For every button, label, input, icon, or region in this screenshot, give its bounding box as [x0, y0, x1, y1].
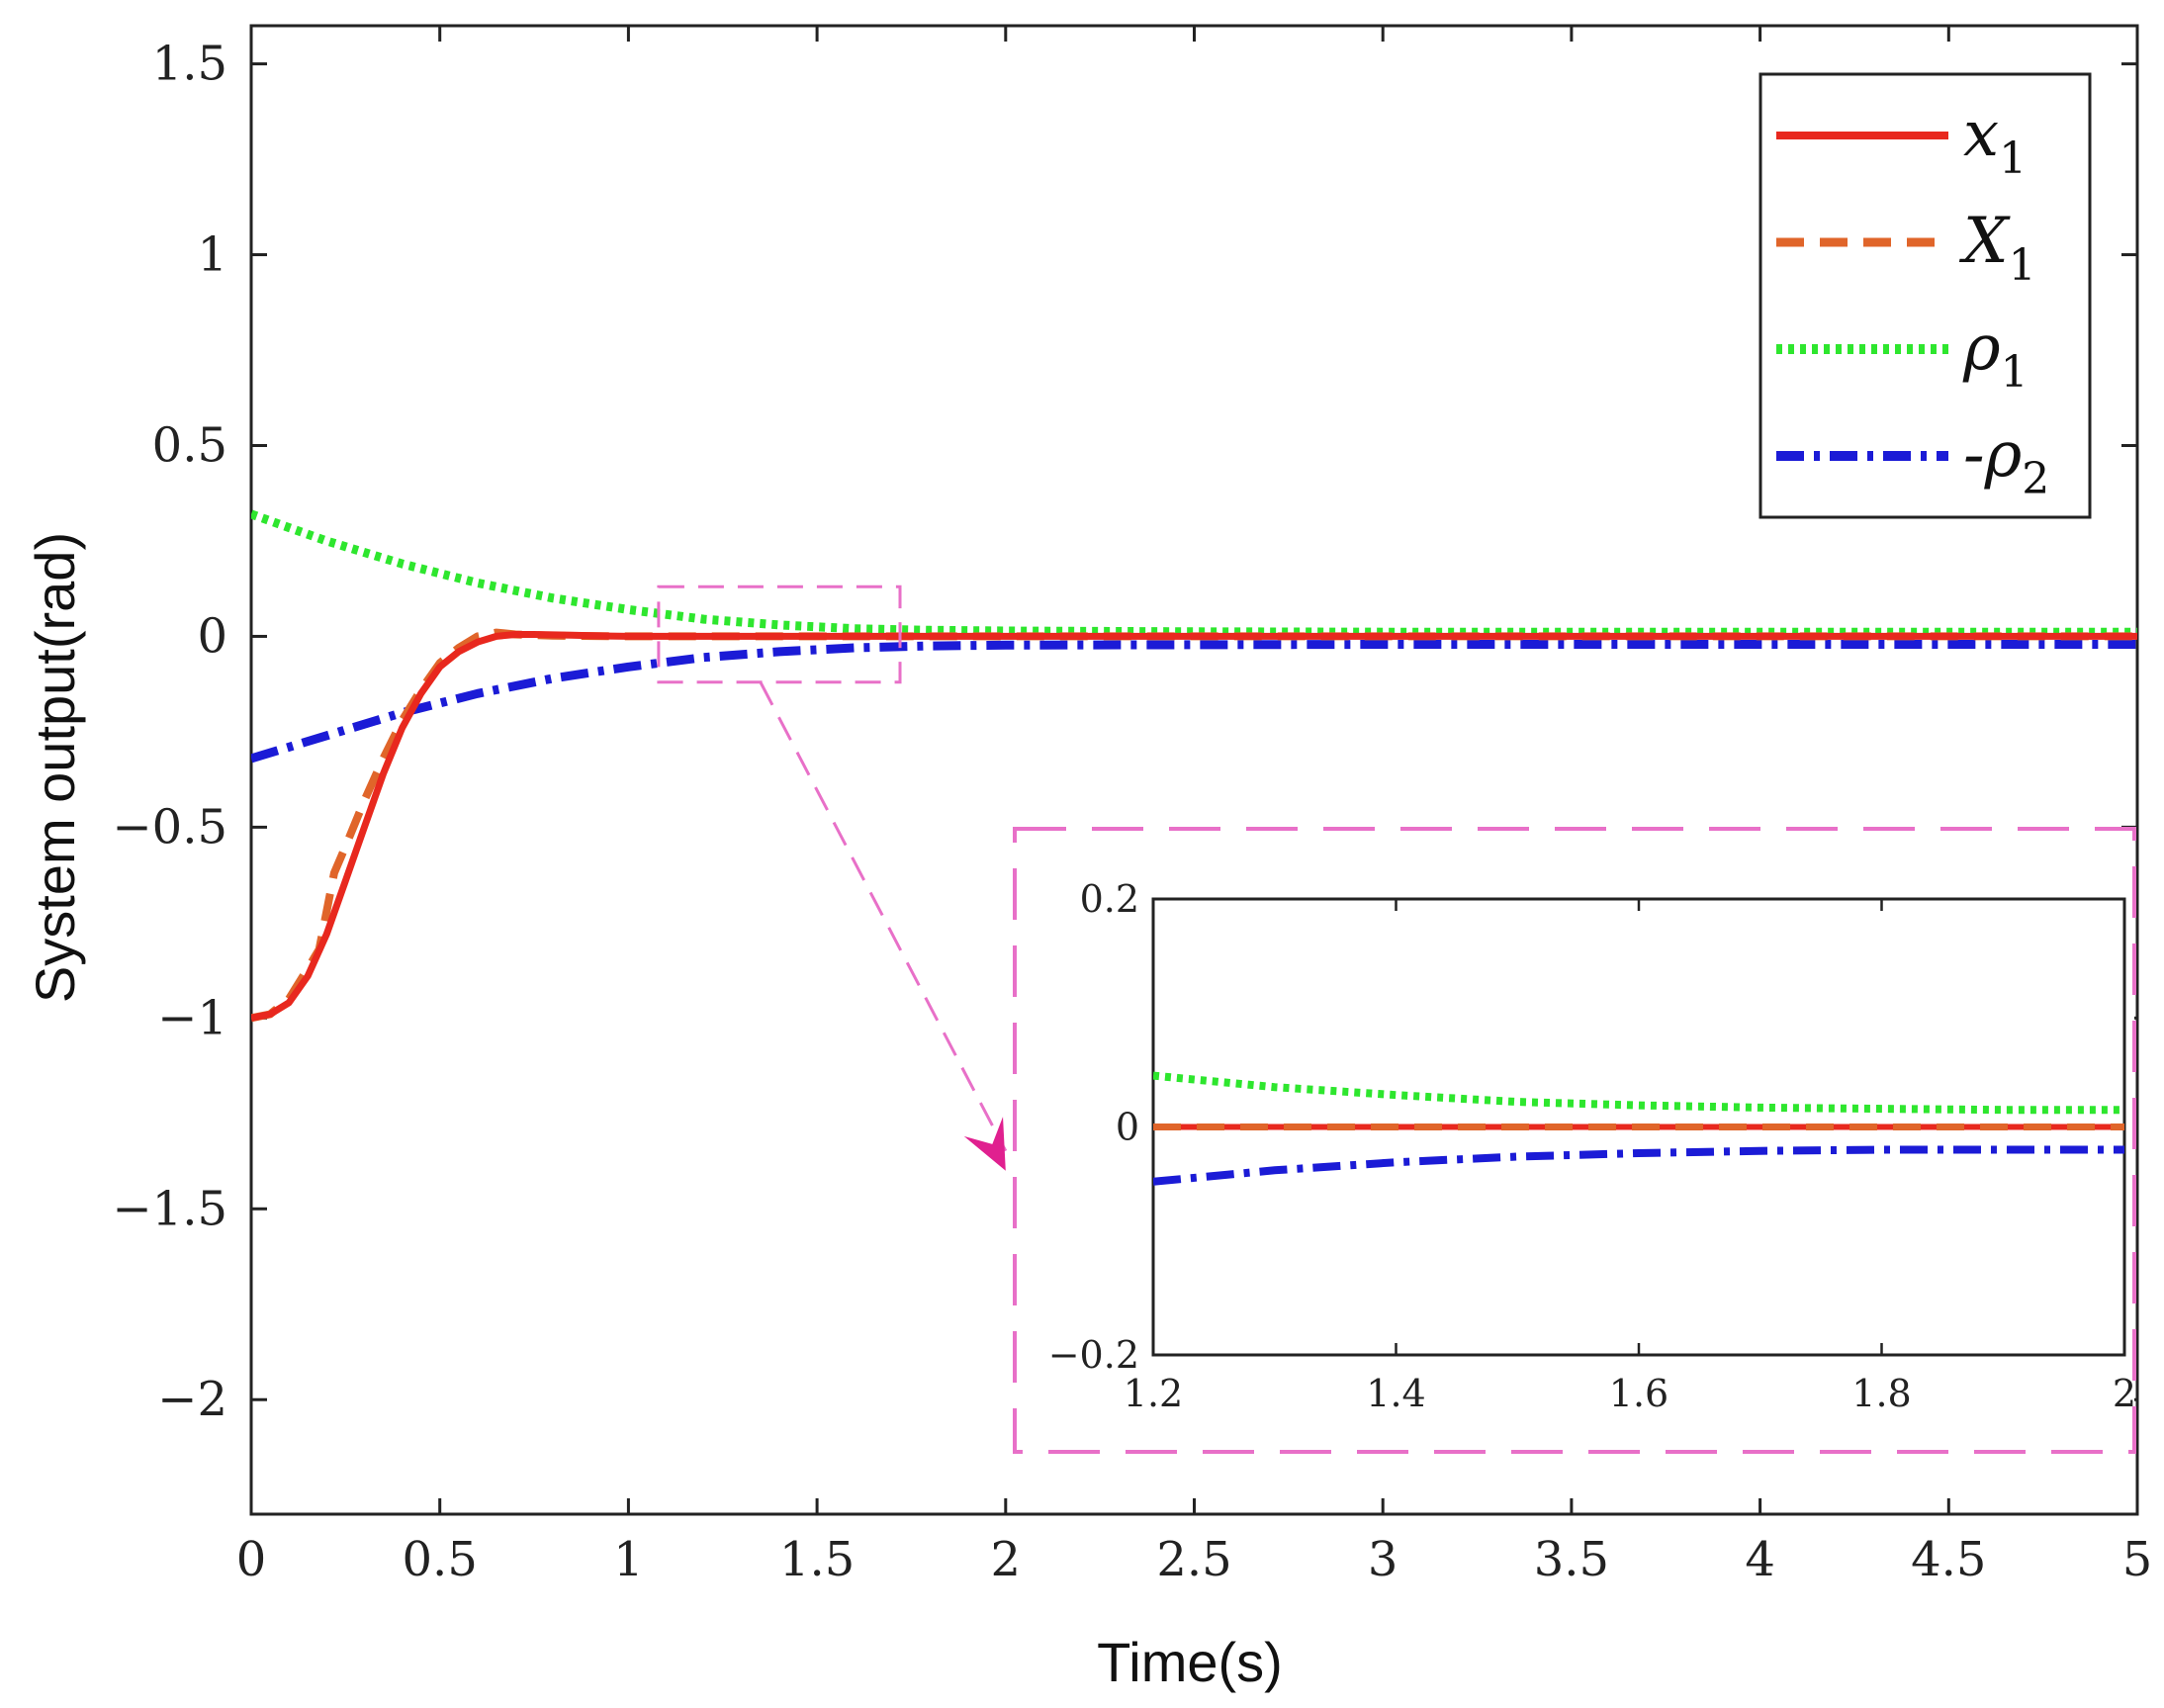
legend-label-main: x	[1963, 98, 1999, 171]
legend-label-main: X	[1958, 205, 2011, 278]
x-tick-label: 1.5	[779, 1532, 855, 1587]
inset-y-tick-label: 0.2	[1080, 877, 1139, 921]
x-tick-label: 5	[2122, 1532, 2153, 1587]
x-tick-label: 2.5	[1156, 1532, 1231, 1587]
series-line-x-1	[251, 631, 2137, 1022]
x-tick-label: 4	[1745, 1532, 1775, 1587]
main-series	[251, 509, 2137, 1023]
y-tick-label: −1.5	[112, 1181, 227, 1236]
inset-x-tick-label: 1.8	[1851, 1372, 1911, 1415]
x-tick-label: 4.5	[1911, 1532, 1986, 1587]
legend-label-x-1: X1	[1958, 205, 2036, 291]
inset-series-line--rho-2	[1153, 1145, 2124, 1186]
y-tick-label: −0.5	[112, 799, 227, 854]
inset-x-tick-label: 1.2	[1124, 1372, 1183, 1415]
y-tick-label: −2	[157, 1372, 227, 1427]
series-line--rho-2	[251, 640, 2137, 764]
x-tick-label: 1	[613, 1532, 644, 1587]
x-tick-label: 3	[1368, 1532, 1398, 1587]
y-axis-title: System output(rad)	[24, 532, 86, 1003]
y-tick-label: 0.5	[152, 417, 227, 473]
inset-chart: 1.2 1.4 1.6 1.8 2 0.2 0 −0.2	[1048, 877, 2136, 1415]
y-tick-label: 0	[197, 608, 227, 664]
legend-label-main: -ρ	[1963, 418, 2023, 492]
zoom-arrow-line	[759, 681, 1008, 1152]
zoom-source-box	[657, 584, 902, 684]
x-tick-label: 3.5	[1534, 1532, 1609, 1587]
x-tick-label: 0	[236, 1532, 267, 1587]
zoom-arrow-head	[963, 1117, 1006, 1171]
legend-label-subscript: 1	[2001, 347, 2029, 398]
x-tick-label: 2	[991, 1532, 1022, 1587]
legend-box	[1758, 72, 2092, 519]
inset-y-tick-label: 0	[1116, 1106, 1139, 1149]
y-tick-label: 1	[197, 227, 227, 283]
inset-x-tick-label: 1.6	[1609, 1372, 1668, 1415]
series-line-rho-1	[251, 509, 2137, 637]
y-tick-label: −1	[157, 990, 227, 1045]
y-tick-label: 1.5	[152, 37, 227, 92]
legend-label-subscript: 2	[2022, 454, 2049, 504]
inset-y-tick-label: −0.2	[1048, 1333, 1139, 1377]
x-axis-title: Time(s)	[1097, 1631, 1283, 1693]
legend-label--rho-2: -ρ2	[1963, 418, 2049, 504]
legend-label-x-1: x1	[1963, 98, 2027, 184]
legend-label-subscript: 1	[1999, 134, 2027, 184]
inset-x-tick-label: 2	[2113, 1372, 2136, 1415]
main-axes: 0 0.5 1 1.5 2 2.5 3 3.5 4 4.5 5 1.5 1 0.5 0 −0.5 −1 −1.5 −…	[112, 24, 2153, 1587]
legend-label-subscript: 1	[2009, 240, 2036, 291]
inset-series-line-rho-1	[1153, 1071, 2124, 1115]
legend-label-rho-1: ρ1	[1962, 312, 2029, 398]
inset-x-tick-label: 1.4	[1366, 1372, 1425, 1415]
legend-label-main: ρ	[1962, 312, 2001, 385]
x-tick-label: 0.5	[403, 1532, 478, 1587]
